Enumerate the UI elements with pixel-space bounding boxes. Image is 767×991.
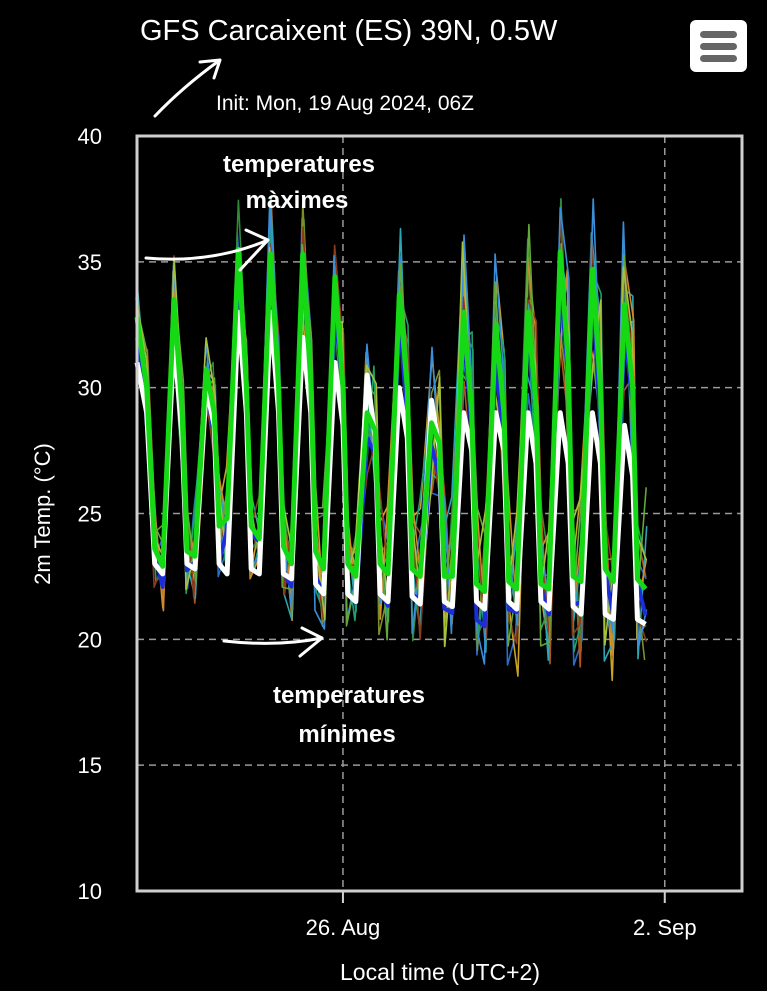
max-annotation-arrow: [144, 228, 270, 272]
min-annotation-line1: temperatures: [273, 682, 425, 709]
hamburger-menu-button[interactable]: [690, 20, 747, 72]
y-axis-label: 2m Temp. (°C): [30, 443, 55, 585]
x-tick-label: 2. Sep: [633, 915, 697, 940]
main-series: [134, 246, 648, 629]
x-axis-label: Local time (UTC+2): [340, 959, 540, 985]
chart-title: GFS Carcaixent (ES) 39N, 0.5W: [140, 15, 558, 47]
y-tick-label: 25: [78, 502, 102, 527]
y-tick-label: 35: [78, 250, 102, 275]
y-tick-label: 20: [78, 627, 102, 652]
y-axis-ticks: 10 15 20 25 30 35 40: [78, 124, 102, 904]
title-pointer-arrow: [153, 58, 222, 118]
chart-subtitle: Init: Mon, 19 Aug 2024, 06Z: [216, 92, 474, 115]
max-annotation-line1: temperatures: [223, 151, 375, 178]
y-tick-label: 40: [78, 124, 102, 149]
control-run-line: [134, 246, 648, 594]
min-annotation-line2: mínimes: [298, 721, 395, 748]
y-tick-label: 15: [78, 753, 102, 778]
x-tick-label: 26. Aug: [306, 915, 381, 940]
x-axis-ticks: 26. Aug 2. Sep: [306, 891, 697, 940]
y-tick-label: 10: [78, 879, 102, 904]
min-annotation-arrow: [222, 626, 324, 658]
hamburger-menu-icon: [700, 31, 737, 62]
y-tick-label: 30: [78, 376, 102, 401]
plot-frame: [135, 134, 744, 893]
max-annotation-line2: màximes: [246, 187, 349, 214]
